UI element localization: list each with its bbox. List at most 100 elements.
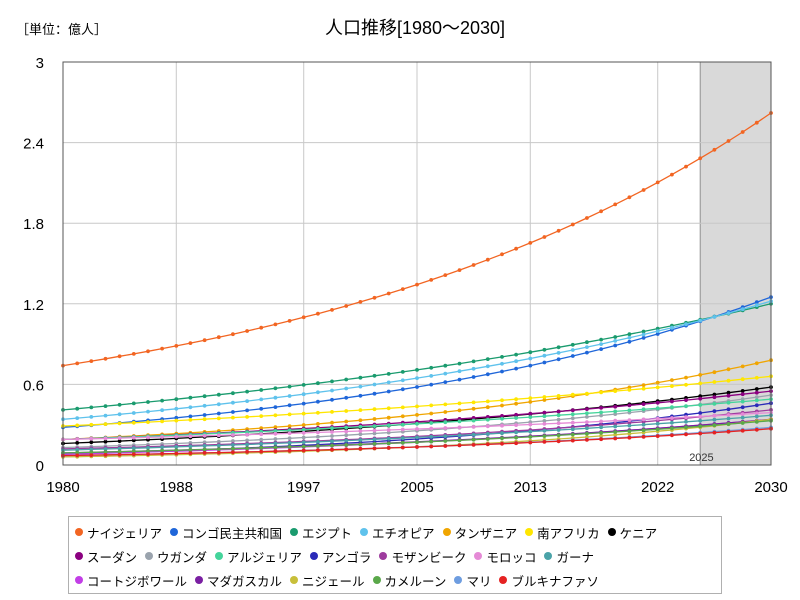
- data-point: [528, 241, 533, 245]
- y-tick-label: 1.8: [23, 216, 44, 233]
- data-point: [202, 394, 207, 399]
- data-point: [754, 390, 759, 395]
- data-point: [684, 164, 688, 169]
- y-tick-label: 0: [36, 458, 44, 475]
- data-point: [698, 156, 703, 161]
- data-point: [131, 438, 136, 443]
- data-point: [358, 418, 363, 423]
- data-point: [245, 329, 250, 333]
- legend-row: コートジボワール マダガスカル ニジェール カメルーン マリ ブルキナファソ: [75, 568, 717, 592]
- data-point: [443, 273, 448, 277]
- data-point: [726, 393, 731, 398]
- data-point: [160, 445, 165, 450]
- y-tick-label: 3: [36, 55, 44, 72]
- data-point: [585, 407, 589, 411]
- data-point: [754, 300, 759, 305]
- data-point: [231, 439, 235, 443]
- data-point: [103, 450, 108, 454]
- data-point: [400, 427, 405, 432]
- data-point: [556, 357, 561, 362]
- data-point: [599, 347, 603, 351]
- data-point: [273, 386, 278, 391]
- data-point: [316, 448, 320, 452]
- legend-item: モザンビーク: [379, 547, 466, 566]
- data-point: [542, 440, 547, 444]
- data-point: [301, 423, 306, 427]
- legend-item: コンゴ民主共和国: [170, 523, 282, 542]
- data-point: [485, 364, 490, 369]
- data-point: [429, 374, 434, 378]
- data-point: [131, 446, 136, 451]
- data-point: [485, 257, 490, 262]
- data-point: [344, 419, 349, 424]
- legend-marker-icon: [170, 528, 179, 536]
- data-point: [103, 404, 108, 408]
- data-point: [146, 409, 150, 414]
- data-point: [259, 429, 264, 434]
- data-point: [400, 287, 405, 291]
- data-point: [655, 385, 660, 390]
- x-tick-label: 2013: [514, 479, 547, 496]
- data-point: [585, 350, 589, 355]
- data-point: [316, 427, 320, 431]
- data-point: [344, 438, 349, 443]
- data-point: [372, 431, 377, 436]
- data-point: [358, 432, 363, 437]
- data-point: [330, 430, 334, 434]
- data-point: [259, 388, 264, 392]
- data-point: [443, 410, 448, 414]
- data-point: [372, 373, 377, 378]
- data-point: [202, 403, 207, 408]
- data-point: [273, 441, 278, 446]
- data-point: [415, 385, 419, 389]
- data-point: [103, 436, 108, 441]
- data-point: [316, 430, 320, 435]
- data-point: [542, 414, 547, 419]
- data-point: [457, 443, 462, 448]
- data-point: [131, 449, 136, 454]
- data-point: [670, 399, 674, 404]
- data-point: [627, 421, 632, 425]
- chart-title: 人口推移[1980～2030]: [325, 18, 505, 38]
- data-point: [712, 402, 717, 406]
- data-point: [400, 445, 405, 450]
- data-point: [231, 410, 235, 414]
- legend-item: ナイジェリア: [75, 523, 162, 542]
- data-point: [415, 440, 419, 445]
- legend-item: ガーナ: [544, 547, 594, 566]
- data-point: [542, 395, 547, 399]
- data-point: [613, 432, 618, 437]
- data-point: [400, 440, 405, 445]
- data-point: [740, 415, 745, 420]
- legend-label: コンゴ民主共和国: [182, 525, 283, 541]
- data-point: [528, 429, 533, 434]
- data-point: [103, 356, 108, 361]
- data-point: [245, 450, 250, 454]
- data-point: [485, 372, 490, 377]
- legend-label: ニジェール: [302, 573, 365, 589]
- forecast-label: 2025: [689, 452, 713, 464]
- data-point: [500, 355, 504, 359]
- data-point: [146, 349, 150, 354]
- data-point: [556, 417, 561, 422]
- data-point: [599, 413, 603, 418]
- data-point: [231, 400, 235, 405]
- data-point: [684, 322, 688, 327]
- data-point: [641, 386, 646, 391]
- data-point: [216, 392, 221, 397]
- data-point: [443, 380, 448, 384]
- data-point: [188, 395, 193, 400]
- data-point: [301, 444, 306, 449]
- data-point: [556, 351, 561, 355]
- data-point: [188, 451, 193, 456]
- data-point: [273, 322, 278, 327]
- data-point: [273, 405, 278, 409]
- data-point: [655, 416, 660, 421]
- legend-item: ケニア: [607, 523, 657, 542]
- data-point: [330, 410, 334, 414]
- data-point: [684, 382, 688, 387]
- data-point: [202, 413, 207, 417]
- legend-marker-icon: [454, 576, 463, 584]
- data-point: [287, 384, 292, 389]
- data-point: [131, 452, 136, 457]
